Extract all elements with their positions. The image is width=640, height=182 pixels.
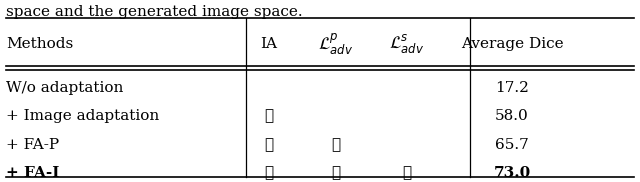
Text: ✓: ✓: [264, 166, 273, 180]
Text: ✓: ✓: [332, 166, 340, 180]
Text: ✓: ✓: [402, 166, 411, 180]
Text: 73.0: 73.0: [493, 166, 531, 180]
Text: ✓: ✓: [332, 138, 340, 152]
Text: W/o adaptation: W/o adaptation: [6, 81, 124, 95]
Text: ✓: ✓: [264, 138, 273, 152]
Text: $\mathcal{L}_{adv}^{s}$: $\mathcal{L}_{adv}^{s}$: [388, 32, 424, 55]
Text: space and the generated image space.: space and the generated image space.: [6, 5, 303, 19]
Text: Methods: Methods: [6, 37, 74, 51]
Text: ✓: ✓: [264, 110, 273, 123]
Text: + FA-P: + FA-P: [6, 138, 60, 152]
Text: IA: IA: [260, 37, 277, 51]
Text: 65.7: 65.7: [495, 138, 529, 152]
Text: Average Dice: Average Dice: [461, 37, 563, 51]
Text: 58.0: 58.0: [495, 110, 529, 123]
Text: $\mathcal{L}_{adv}^{p}$: $\mathcal{L}_{adv}^{p}$: [318, 31, 354, 57]
Text: + FA-I: + FA-I: [6, 166, 60, 180]
Text: 17.2: 17.2: [495, 81, 529, 95]
Text: + Image adaptation: + Image adaptation: [6, 110, 159, 123]
